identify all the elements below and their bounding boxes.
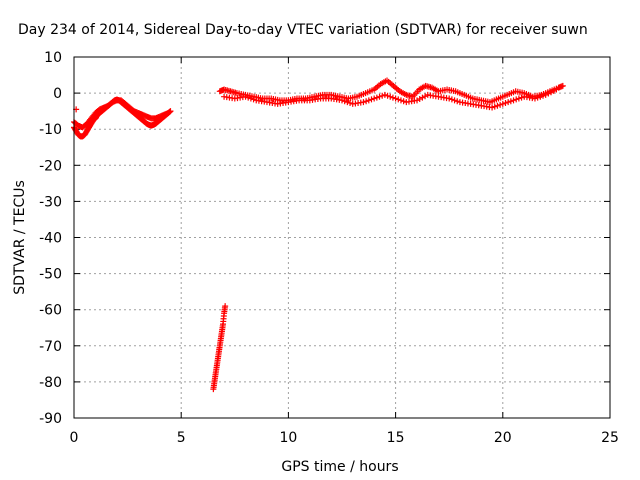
data-point: [368, 96, 375, 103]
data-point: [448, 96, 455, 103]
data-point: [542, 91, 549, 98]
data-point: [347, 100, 354, 107]
data-point: [250, 96, 257, 103]
y-tick-label: 0: [53, 86, 62, 102]
data-point: [400, 98, 407, 105]
data-point: [365, 97, 372, 104]
data-point: [502, 100, 509, 107]
data-segment: [221, 86, 560, 111]
data-point: [379, 92, 386, 99]
data-point: [165, 109, 172, 116]
data-point: [344, 99, 351, 106]
data-point: [537, 93, 544, 100]
x-tick-label: 10: [279, 430, 297, 446]
chart-title: Day 234 of 2014, Sidereal Day-to-day VTE…: [18, 22, 588, 38]
grid-lines: [74, 57, 610, 418]
data-point: [360, 99, 367, 106]
x-tick-label: 5: [177, 430, 186, 446]
data-point: [381, 91, 388, 98]
data-point: [491, 103, 498, 110]
plot-frame: [73, 56, 611, 419]
data-point: [545, 90, 552, 97]
y-tick-label: -30: [39, 194, 62, 210]
data-point: [392, 95, 399, 102]
data-point: [507, 98, 514, 105]
data-point: [518, 94, 525, 101]
x-tick-label: 20: [494, 430, 512, 446]
data-point: [446, 95, 453, 102]
y-tick-label: -20: [39, 158, 62, 174]
data-point: [454, 98, 461, 105]
data-point: [422, 93, 429, 100]
y-tick-label: 10: [44, 50, 62, 66]
x-axis-label: GPS time / hours: [281, 459, 398, 475]
data-point: [489, 104, 496, 111]
data-point: [534, 94, 541, 101]
data-point: [505, 99, 512, 106]
y-tick-label: -80: [39, 375, 62, 391]
data-point: [497, 101, 504, 108]
data-point: [513, 96, 520, 103]
data-point: [416, 95, 423, 102]
data-point: [550, 87, 557, 94]
x-tick-label: 0: [70, 430, 79, 446]
data-point: [245, 94, 252, 101]
x-tick-label: 15: [387, 430, 405, 446]
data-point: [247, 95, 254, 102]
data-point: [339, 97, 345, 104]
data-point: [540, 92, 546, 99]
data-point: [371, 95, 378, 102]
data-segment: [71, 97, 172, 131]
data-point: [548, 89, 555, 96]
y-tick-label: -40: [39, 231, 62, 247]
data-point: [363, 98, 370, 105]
data-point: [376, 93, 383, 100]
data-points: [71, 77, 566, 393]
data-point: [499, 100, 506, 107]
y-tick-label: -70: [39, 339, 62, 355]
y-axis-label: SDTVAR / TECUs: [12, 180, 28, 295]
data-point: [397, 97, 404, 104]
data-segment: [216, 77, 566, 106]
data-point: [515, 95, 522, 102]
data-point: [395, 96, 402, 103]
data-point: [341, 98, 348, 105]
y-tick-label: -50: [39, 267, 62, 283]
data-point: [414, 97, 421, 104]
data-point: [222, 303, 229, 310]
data-point: [494, 102, 501, 109]
y-tick-label: -60: [39, 303, 62, 319]
data-segment: [210, 303, 229, 393]
data-point: [373, 94, 380, 101]
y-tick-label: -10: [39, 122, 62, 138]
data-point: [451, 97, 458, 104]
data-point: [387, 93, 394, 100]
x-tick-label: 25: [601, 430, 619, 446]
data-point: [419, 94, 426, 101]
data-point: [384, 92, 391, 99]
tick-labels: 0 5 10 15 20 25 10 0 -10 -20 -30 -40 -50 -60 -70 -80 -90: [39, 50, 619, 446]
data-point: [242, 93, 249, 100]
data-point: [559, 82, 566, 89]
data-point: [389, 94, 396, 101]
data-point: [553, 86, 560, 93]
data-point: [510, 97, 517, 104]
y-tick-label: -90: [39, 411, 62, 427]
data-point: [531, 95, 538, 102]
